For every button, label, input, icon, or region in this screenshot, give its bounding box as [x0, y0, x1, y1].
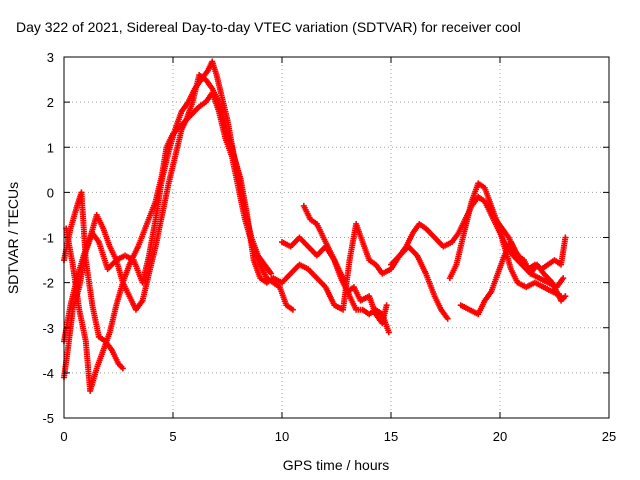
chart-title: Day 322 of 2021, Sidereal Day-to-day VTE… — [16, 19, 521, 35]
data-point — [119, 365, 126, 372]
grid-lines — [64, 57, 609, 418]
x-axis-label: GPS time / hours — [283, 457, 390, 473]
y-tick-label: -5 — [42, 411, 54, 426]
series-6 — [279, 220, 451, 322]
y-tick-label: 3 — [47, 50, 54, 65]
data-point — [562, 293, 569, 300]
x-tick-label: 15 — [384, 429, 398, 444]
data-point — [268, 270, 275, 277]
data-point — [383, 302, 390, 309]
y-axis-label: SDTVAR / TECUs — [5, 182, 21, 294]
y-tick-label: 1 — [47, 140, 54, 155]
series-8 — [388, 193, 567, 291]
y-tick-label: -2 — [42, 276, 54, 291]
y-tick-label: -1 — [42, 231, 54, 246]
x-tick-label: 20 — [493, 429, 507, 444]
data-point — [560, 275, 567, 282]
x-tick-label: 0 — [60, 429, 67, 444]
y-tick-label: -3 — [42, 321, 54, 336]
data-point — [444, 315, 451, 322]
series-7 — [300, 202, 392, 336]
y-tick-label: 2 — [47, 95, 54, 110]
data-point — [289, 306, 296, 313]
data-marks — [61, 58, 569, 394]
y-tick-label: 0 — [47, 185, 54, 200]
x-tick-label: 10 — [275, 429, 289, 444]
series-11 — [492, 216, 569, 273]
data-point — [562, 234, 569, 241]
y-tick-label: -4 — [42, 366, 54, 381]
data-point — [385, 329, 392, 336]
x-tick-label: 25 — [602, 429, 616, 444]
series-4 — [61, 72, 275, 345]
x-tick-label: 5 — [169, 429, 176, 444]
